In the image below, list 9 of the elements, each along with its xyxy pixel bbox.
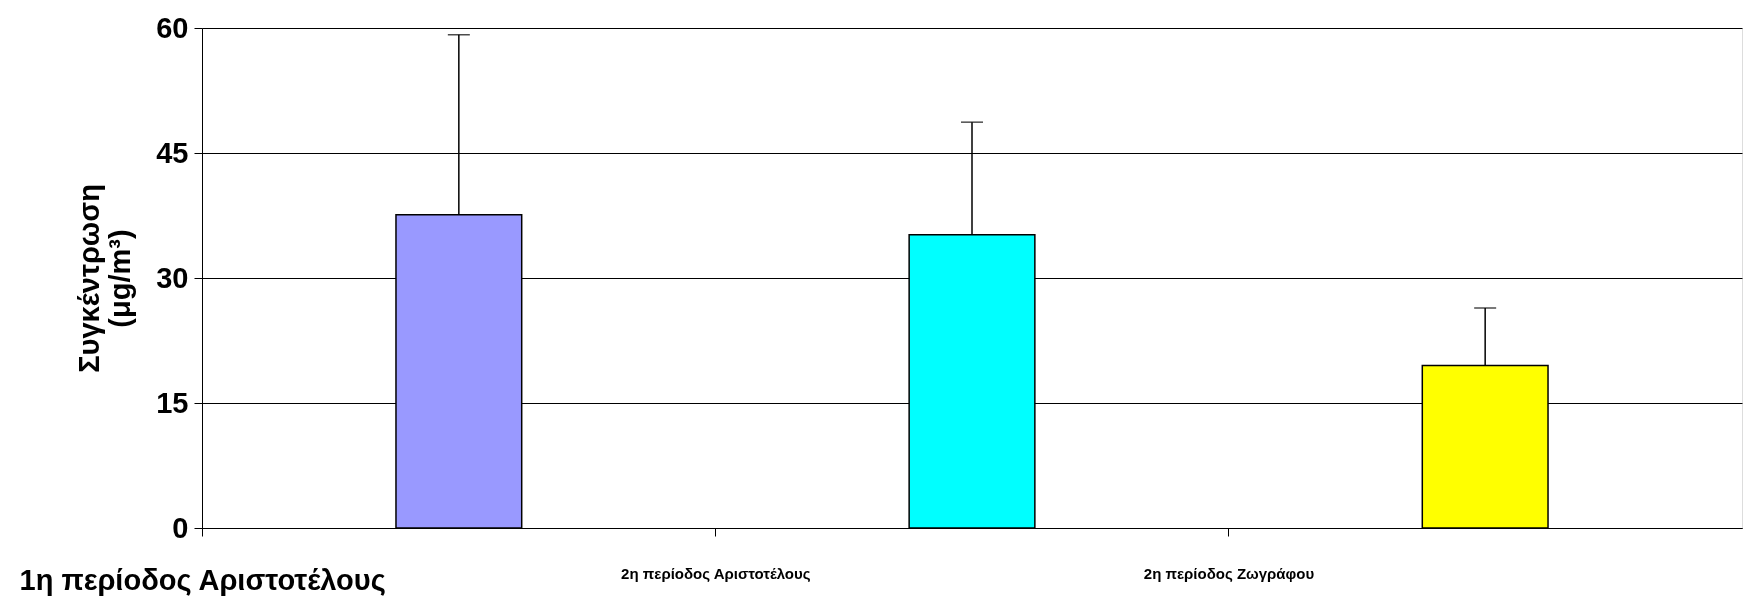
x-tick-label: 2η περίοδος Ζωγράφου xyxy=(1143,564,1315,582)
y-tick-label: 60 xyxy=(156,11,189,44)
y-tick-label: 45 xyxy=(156,136,189,169)
y-tick-label: 30 xyxy=(156,261,189,294)
y-tick-label: 0 xyxy=(172,511,189,544)
y-axis-title: Συγκέντρωση (μg/m³) xyxy=(73,184,137,373)
y-tick-label: 15 xyxy=(156,386,189,419)
x-tick-label: 2η περίοδος Αριστοτέλους xyxy=(621,564,811,582)
x-tick-label: 1η περίοδος Αριστοτέλους xyxy=(19,563,386,596)
